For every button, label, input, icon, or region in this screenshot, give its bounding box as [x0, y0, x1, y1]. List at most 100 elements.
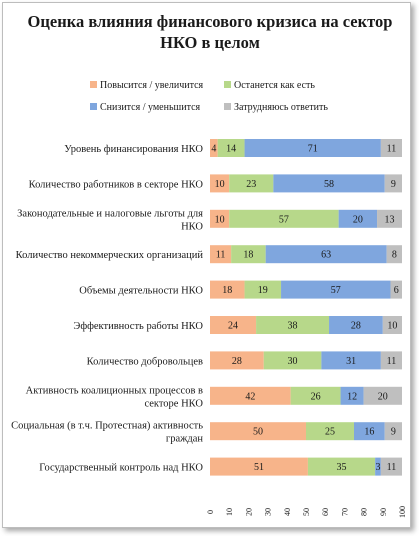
bar-segment [384, 422, 402, 441]
chart-title: Оценка влияния финансового кризиса на се… [28, 12, 393, 52]
bar-segment [380, 351, 402, 370]
legend-label: Затрудняюсь ответить [234, 102, 328, 113]
bar-segment [210, 316, 257, 334]
data-label: 35 [337, 462, 347, 473]
x-tick-label: 50 [302, 508, 311, 516]
data-label: 57 [331, 285, 341, 296]
legend-swatch [224, 103, 231, 110]
data-label: 42 [245, 391, 255, 402]
x-tick-label: 30 [264, 508, 273, 516]
x-tick-label: 70 [340, 508, 349, 516]
data-label: 51 [254, 462, 264, 473]
legend-swatch [90, 103, 97, 110]
bar-segment [382, 316, 402, 334]
category-label: Законодательные и налоговые льготы для [17, 208, 203, 219]
bar-segment [210, 351, 264, 370]
data-label: 19 [258, 285, 268, 296]
data-label: 24 [228, 321, 238, 332]
data-label: 38 [288, 321, 298, 332]
category-label: Уровень финансирования НКО [64, 144, 203, 155]
bar-segment [363, 386, 402, 405]
data-label: 11 [387, 356, 397, 367]
x-tick-label: 0 [206, 510, 215, 514]
data-label: 10 [215, 214, 225, 225]
legend-label: Останется как есть [234, 80, 315, 91]
bar-segment [210, 280, 245, 299]
category-label: Объемы деятельности НКО [79, 286, 203, 297]
data-label: 13 [385, 214, 395, 225]
bar-segment [273, 174, 385, 193]
bar-segment [210, 457, 308, 476]
bar-segment [380, 457, 402, 476]
data-label: 11 [216, 250, 226, 261]
data-label: 3 [376, 462, 381, 473]
data-label: 58 [324, 179, 334, 190]
data-label: 20 [378, 391, 388, 402]
category-label: Количество работников в секторе НКО [29, 179, 204, 190]
data-label: 71 [308, 144, 318, 155]
data-label: 31 [346, 356, 356, 367]
data-label: 28 [351, 321, 361, 332]
category-label: Эффективность работы НКО [73, 321, 203, 332]
legend: Повысится / увеличится Останется как есть… [90, 80, 328, 113]
data-label: 14 [226, 144, 236, 155]
data-label: 26 [311, 391, 321, 402]
bar-segment [329, 316, 383, 334]
data-label: 57 [279, 214, 289, 225]
bar-segment [375, 457, 381, 476]
data-label: 10 [215, 179, 225, 190]
data-label: 30 [288, 356, 298, 367]
bar-segment [321, 351, 381, 370]
bar-segment [263, 351, 322, 370]
bar-segment [229, 209, 339, 228]
bar-segment [210, 422, 306, 441]
category-label: Активность коалиционных процессов в [26, 385, 203, 396]
x-tick-label: 60 [321, 508, 330, 516]
category-label: Государственный контроль над НКО [39, 463, 203, 474]
data-label: 9 [391, 427, 396, 438]
data-label: 20 [353, 214, 363, 225]
x-tick-label: 100 [398, 506, 407, 518]
legend-swatch [224, 81, 231, 88]
data-label: 50 [253, 427, 263, 438]
legend-label: Снизится / уменьшится [100, 102, 201, 113]
bar-segment [244, 280, 282, 299]
bar-segment [377, 209, 402, 228]
data-label: 11 [387, 144, 397, 155]
category-label: граждан [166, 434, 203, 445]
category-label: секторе НКО [144, 398, 203, 409]
data-label: 23 [246, 179, 256, 190]
data-label: 11 [387, 462, 397, 473]
chart-frame [2, 2, 411, 528]
category-labels: Уровень финансирования НКО Количество раб… [11, 144, 203, 474]
data-label: 6 [394, 285, 399, 296]
bar-segment [210, 174, 230, 193]
x-tick-label: 40 [283, 508, 292, 516]
bar-segment [354, 422, 385, 441]
bar-segment [217, 139, 245, 157]
category-label: Социальная (в т.ч. Протестная) активност… [11, 421, 203, 432]
x-tick-label: 20 [244, 508, 253, 516]
data-label: 18 [243, 250, 253, 261]
bar-segment [338, 209, 378, 228]
data-label: 28 [232, 356, 242, 367]
category-label: Количество некоммерческих организаций [16, 250, 204, 261]
data-label: 10 [387, 321, 397, 332]
data-label: 9 [391, 179, 396, 190]
legend-label: Повысится / увеличится [100, 80, 204, 91]
bar-segment [307, 457, 376, 476]
title-line: НКО в целом [160, 33, 260, 52]
bar-segment [244, 139, 381, 157]
data-label: 16 [364, 427, 374, 438]
data-label: 12 [347, 391, 357, 402]
category-label: Количество добровольцев [87, 356, 203, 367]
legend-swatch [90, 81, 97, 88]
data-label: 63 [321, 250, 331, 261]
bar-segment [210, 139, 218, 157]
bars: 4 14 71 11 10 23 58 9 10 57 20 13 11 18 63 8 18 19 57 6 24 38… [210, 139, 402, 476]
bar-segment [256, 316, 330, 334]
x-tick-label: 80 [360, 508, 369, 516]
bar-segment [340, 386, 364, 405]
bar-segment [384, 174, 402, 193]
